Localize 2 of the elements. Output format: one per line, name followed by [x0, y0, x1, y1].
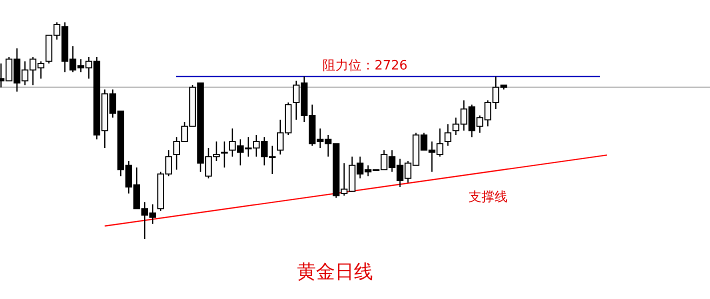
title: 黄金日线 — [297, 261, 373, 283]
annotation: 支撑线 — [468, 190, 508, 205]
